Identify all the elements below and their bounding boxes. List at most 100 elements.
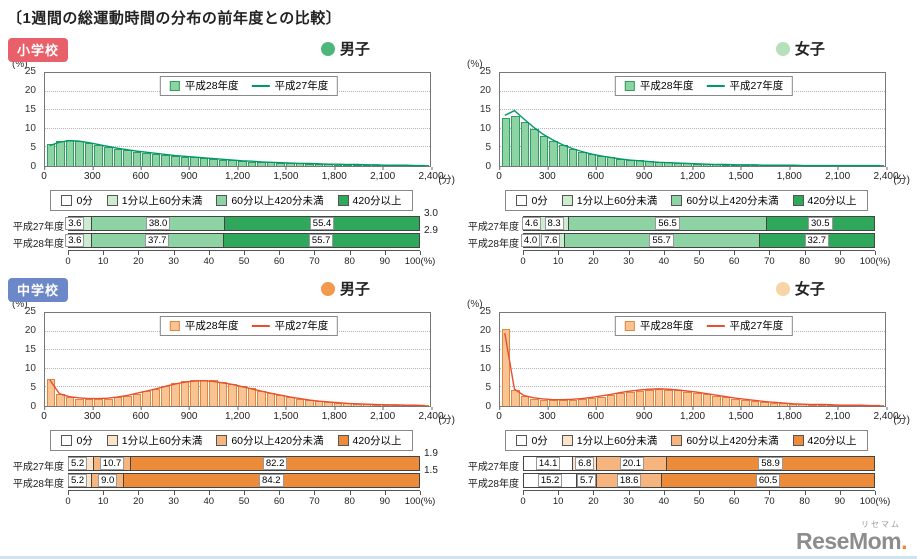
y-tick-label: 15 bbox=[479, 104, 491, 115]
stack-legend-swatch-icon bbox=[61, 435, 73, 446]
gender-label: 男子 bbox=[339, 41, 370, 58]
histogram-bar bbox=[94, 144, 103, 166]
legend-bar-label: 平成28年度 bbox=[184, 320, 239, 332]
legend-line-swatch-icon bbox=[706, 84, 725, 87]
x-axis-unit-label: (分) bbox=[893, 415, 910, 426]
segment-value-label: 60.5 bbox=[755, 474, 781, 487]
bar-segment: 5.7 bbox=[577, 474, 598, 487]
chart-legend: 平成28年度 平成27年度 bbox=[159, 316, 339, 336]
histogram-bar bbox=[199, 158, 209, 166]
segment-value-label: 15.2 bbox=[537, 474, 563, 487]
x-axis-unit-label: (分) bbox=[893, 175, 910, 186]
legend-bar-label: 平成28年度 bbox=[639, 320, 694, 332]
histogram-bar bbox=[654, 389, 664, 406]
percent-tick-label: 90 bbox=[379, 496, 391, 507]
percent-tick-label: 80 bbox=[799, 496, 810, 507]
bar-segment: 10.7 bbox=[93, 457, 132, 470]
y-axis-ticks: 0 5 10 15 20 25 bbox=[469, 307, 495, 412]
x-tick-label: 2,400 bbox=[418, 407, 444, 422]
bar-segment: 32.7 bbox=[759, 234, 874, 247]
x-tick-label: 0 bbox=[496, 167, 502, 182]
segment-value-label: 4.6 bbox=[521, 217, 542, 230]
histogram-bar bbox=[46, 379, 56, 406]
x-tick-label: 1,500 bbox=[273, 407, 299, 422]
bar-segment: 18.6 bbox=[597, 474, 663, 487]
plot-area: 平成28年度 平成27年度 bbox=[44, 72, 431, 167]
gender-legend: 女子 bbox=[775, 38, 825, 59]
stack-legend-swatch-icon bbox=[106, 195, 118, 206]
legend-bar-label: 平成28年度 bbox=[639, 80, 694, 92]
stack-legend-label: 0分 bbox=[531, 195, 548, 207]
percent-axis: 0 10 20 30 40 50 60 70 80 90 100(%) bbox=[65, 490, 435, 508]
stacked-bar: 3.6 38.0 55.4 bbox=[65, 216, 420, 231]
stacked-bar: 3.6 37.7 55.7 bbox=[65, 233, 420, 248]
histogram-bar bbox=[84, 142, 94, 166]
stack-legend-item: 420分以上 bbox=[792, 433, 857, 448]
y-tick-label: 25 bbox=[24, 66, 36, 77]
bar-segment: 14.1 bbox=[524, 457, 574, 470]
segment-value-label: 3.6 bbox=[65, 234, 85, 247]
percent-tick-label: 20 bbox=[133, 256, 144, 267]
section-junior-high: 中学校 男子 (%) 0 5 10 15 20 25 平成28年度 平成27年度 bbox=[0, 276, 917, 508]
bar-segment: 3.6 bbox=[65, 217, 85, 230]
histogram-bar bbox=[228, 160, 238, 166]
stack-legend-swatch-icon bbox=[216, 435, 228, 446]
y-axis-unit-label: (%) bbox=[12, 59, 28, 70]
histogram-bar bbox=[645, 389, 654, 406]
stacked-bar-row: 平成28年度 3.6 37.7 55.7 2.9 bbox=[13, 225, 438, 250]
stack-legend-item: 1分以上60分未満 bbox=[106, 193, 202, 208]
gender-dot-icon bbox=[775, 41, 790, 56]
x-tick-label: 1,500 bbox=[273, 167, 299, 182]
histogram-bar bbox=[539, 399, 549, 406]
y-tick-label: 15 bbox=[24, 104, 36, 115]
chart-panel: 女子 (%) 0 5 10 15 20 25 平成28年度 平成27年度 0 300 600 9… bbox=[463, 36, 910, 268]
percent-tick-label: 10 bbox=[552, 256, 564, 267]
chart-legend: 平成28年度 平成27年度 bbox=[159, 76, 339, 96]
stack-legend-label: 420分以上 bbox=[352, 195, 402, 207]
bar-segment: 15.2 bbox=[524, 474, 578, 487]
percent-tick-label: 40 bbox=[658, 256, 670, 267]
histogram-bar bbox=[578, 399, 587, 406]
legend-bar-swatch-icon bbox=[624, 320, 635, 331]
stacked-bar-row: 平成28年度 5.2 9.0 84.2 1.5 bbox=[13, 465, 438, 490]
percent-tick-label: 60 bbox=[728, 496, 740, 507]
x-axis-labels: 0 300 600 900 1,200 1,500 1,800 2,100 2,400 (分) bbox=[496, 167, 910, 186]
percent-tick-label: 70 bbox=[764, 496, 775, 507]
stacked-bar-row: 平成27年度 4.6 8.3 56.5 30.5 bbox=[468, 216, 875, 233]
segment-value-label: 20.1 bbox=[619, 457, 645, 470]
percent-tick-label: 80 bbox=[344, 256, 355, 267]
panel-header: 女子 bbox=[463, 276, 910, 300]
x-tick-label: 2,400 bbox=[873, 167, 899, 182]
histogram-bar bbox=[161, 154, 171, 166]
panel-header: 女子 bbox=[463, 36, 910, 60]
stacked-bar-row: 平成27年度 14.1 6.8 20.1 58.9 bbox=[468, 456, 875, 473]
stack-legend-swatch-icon bbox=[337, 435, 349, 446]
bar-segment: 37.7 bbox=[91, 234, 224, 247]
histogram-bar bbox=[597, 396, 606, 406]
plot-area: 平成28年度 平成27年度 bbox=[44, 312, 431, 407]
histogram-bar bbox=[750, 400, 760, 406]
percent-axis: 0 10 20 30 40 50 60 70 80 90 100(%) bbox=[520, 250, 890, 268]
chart-legend: 平成28年度 平成27年度 bbox=[614, 316, 794, 336]
stacked-bar-legend-box: 0分 1分以上60分未満 60分以上420分未満 420分以上 bbox=[50, 430, 413, 451]
stacked-bar-legend: 0分 1分以上60分未満 60分以上420分未満 420分以上 bbox=[463, 430, 910, 451]
histogram-bar bbox=[731, 398, 740, 406]
histogram-bar bbox=[132, 393, 142, 406]
x-axis-labels: 0 300 600 900 1,200 1,500 1,800 2,100 2,400 (分) bbox=[41, 407, 455, 426]
histogram-bar bbox=[760, 401, 769, 406]
bar-segment: 30.5 bbox=[766, 217, 874, 230]
segment-callout-label: 2.9 bbox=[424, 225, 438, 236]
percent-tick-label: 80 bbox=[799, 256, 810, 267]
stack-legend-label: 1分以上60分未満 bbox=[576, 435, 658, 447]
stacked-bar-row: 平成27年度 3.6 38.0 55.4 3.0 bbox=[13, 208, 438, 233]
stacked-bars: 平成27年度 4.6 8.3 56.5 30.5 平成28年度 4.0 7.6 55.7 32.7 bbox=[468, 216, 875, 250]
legend-bar-swatch-icon bbox=[624, 80, 635, 91]
histogram-bar bbox=[635, 390, 645, 406]
y-tick-label: 25 bbox=[24, 306, 36, 317]
segment-value-label: 6.8 bbox=[575, 457, 595, 470]
bar-segment: 60.5 bbox=[662, 474, 874, 487]
percent-tick-label: 100(%) bbox=[404, 496, 436, 507]
x-tick-label: 1,800 bbox=[321, 167, 347, 182]
y-tick-label: 0 bbox=[485, 161, 491, 172]
chart-panel: 男子 (%) 0 5 10 15 20 25 平成28年度 平成27年度 0 300 600 9… bbox=[8, 36, 455, 268]
